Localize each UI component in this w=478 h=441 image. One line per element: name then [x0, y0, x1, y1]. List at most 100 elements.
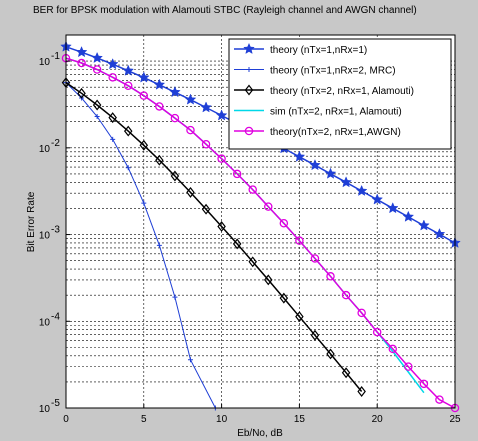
legend-entry: theory (nTx=2, nRx=1, Alamouti): [234, 84, 414, 97]
plus-marker: [141, 200, 147, 206]
diamond-marker: [77, 87, 86, 99]
diamond-marker: [108, 112, 117, 124]
star-marker: [122, 64, 135, 76]
star-marker: [169, 86, 181, 98]
diamond-marker: [170, 170, 180, 182]
series-3: [61, 77, 366, 397]
diamond-marker: [232, 238, 242, 250]
circle-marker: [295, 236, 304, 245]
diamond-marker: [155, 154, 164, 166]
y-tick-label: 10: [39, 57, 51, 68]
legend-items: theory (nTx=1,nRx=1) theory (nTx=1,nRx=2,…: [234, 42, 414, 138]
diamond-marker: [357, 386, 366, 397]
legend: theory (nTx=1,nRx=1) theory (nTx=1,nRx=2,…: [228, 38, 452, 150]
circle-marker: [279, 219, 289, 228]
circle-marker: [248, 185, 257, 194]
legend-label: theory (nTx=1,nRx=1): [270, 45, 367, 56]
circle-marker: [388, 344, 398, 354]
legend-label: theory (nTx=1,nRx=2, MRC): [270, 66, 396, 77]
circle-marker: [92, 65, 102, 74]
star-marker: [324, 167, 337, 179]
y-axis-label: Bit Error Rate: [26, 191, 37, 252]
series-line: [65, 81, 363, 392]
circle-marker: [372, 327, 382, 337]
legend-entry: sim (nTx=2, nRx=1, Alamouti): [234, 107, 402, 118]
plus-marker: [156, 242, 162, 248]
star-marker: [386, 202, 399, 214]
diamond-marker: [139, 139, 149, 151]
diamond-marker: [92, 99, 102, 111]
star-marker: [355, 184, 368, 196]
circle-marker: [123, 81, 133, 90]
legend-label: sim (nTx=2, nRx=1, Alamouti): [270, 107, 402, 118]
diamond-marker: [217, 220, 226, 232]
chart-title: BER for BPSK modulation with Alamouti ST…: [33, 5, 417, 16]
plus-marker: [110, 136, 116, 142]
plot-frame: [65, 34, 456, 409]
x-tick-label: 20: [372, 414, 384, 425]
x-tick-label: 10: [216, 414, 228, 425]
star-marker: [106, 58, 119, 70]
star-marker: [243, 42, 255, 54]
circle-marker: [232, 169, 242, 179]
y-tick-label: 10: [39, 404, 51, 415]
y-tick-label: 10: [39, 231, 51, 242]
star-marker: [402, 210, 415, 222]
plus-marker: [172, 294, 178, 300]
star-marker: [293, 150, 306, 162]
circle-marker: [201, 139, 211, 149]
circle-marker: [404, 362, 413, 371]
y-tick-exponent: -4: [51, 311, 60, 322]
star-marker: [184, 93, 197, 105]
x-tick-label: 0: [63, 414, 69, 425]
diamond-marker: [186, 186, 195, 198]
circle-marker: [170, 113, 180, 123]
y-tick-exponent: -5: [51, 398, 60, 409]
diamond-marker: [201, 203, 211, 215]
series-layer: [60, 40, 461, 413]
star-marker: [340, 176, 352, 188]
star-marker: [153, 78, 166, 90]
star-marker: [75, 46, 88, 58]
x-tick-label: 25: [449, 414, 461, 425]
y-tick-exponent: -3: [51, 225, 60, 236]
series-5: [61, 53, 460, 413]
circle-marker: [155, 102, 164, 111]
legend-entry: theory (nTx=1,nRx=1): [234, 42, 367, 56]
star-marker: [91, 51, 103, 64]
diamond-marker: [279, 292, 289, 304]
star-marker: [137, 71, 150, 83]
plus-marker: [187, 357, 193, 363]
star-marker: [371, 193, 384, 205]
circle-marker: [419, 379, 429, 389]
circle-marker: [244, 126, 254, 136]
x-tick-label: 5: [141, 414, 147, 425]
circle-marker: [310, 254, 320, 263]
diamond-marker: [341, 367, 351, 379]
y-tick-exponent: -1: [51, 51, 60, 62]
y-tick-exponent: -2: [51, 138, 60, 149]
circle-marker: [357, 308, 366, 318]
star-marker: [309, 159, 321, 171]
y-tick-label: 10: [39, 317, 51, 328]
plus-marker: [125, 165, 131, 171]
diamond-marker: [248, 256, 257, 268]
legend-label: theory(nTx=2, nRx=1,AWGN): [270, 127, 401, 138]
legend-box: [228, 38, 452, 150]
star-marker: [215, 109, 228, 121]
x-tick-label: 15: [294, 414, 306, 425]
y-tick-label: 10: [39, 144, 51, 155]
circle-marker: [435, 395, 444, 404]
star-marker: [433, 228, 446, 240]
circle-marker: [341, 290, 351, 300]
diamond-marker: [244, 84, 254, 96]
circle-marker: [139, 91, 149, 100]
circle-marker: [264, 202, 273, 211]
series-line: [65, 82, 216, 409]
legend-entry: theory(nTx=2, nRx=1,AWGN): [234, 126, 401, 138]
circle-marker: [217, 154, 226, 163]
plus-marker: [246, 67, 252, 72]
